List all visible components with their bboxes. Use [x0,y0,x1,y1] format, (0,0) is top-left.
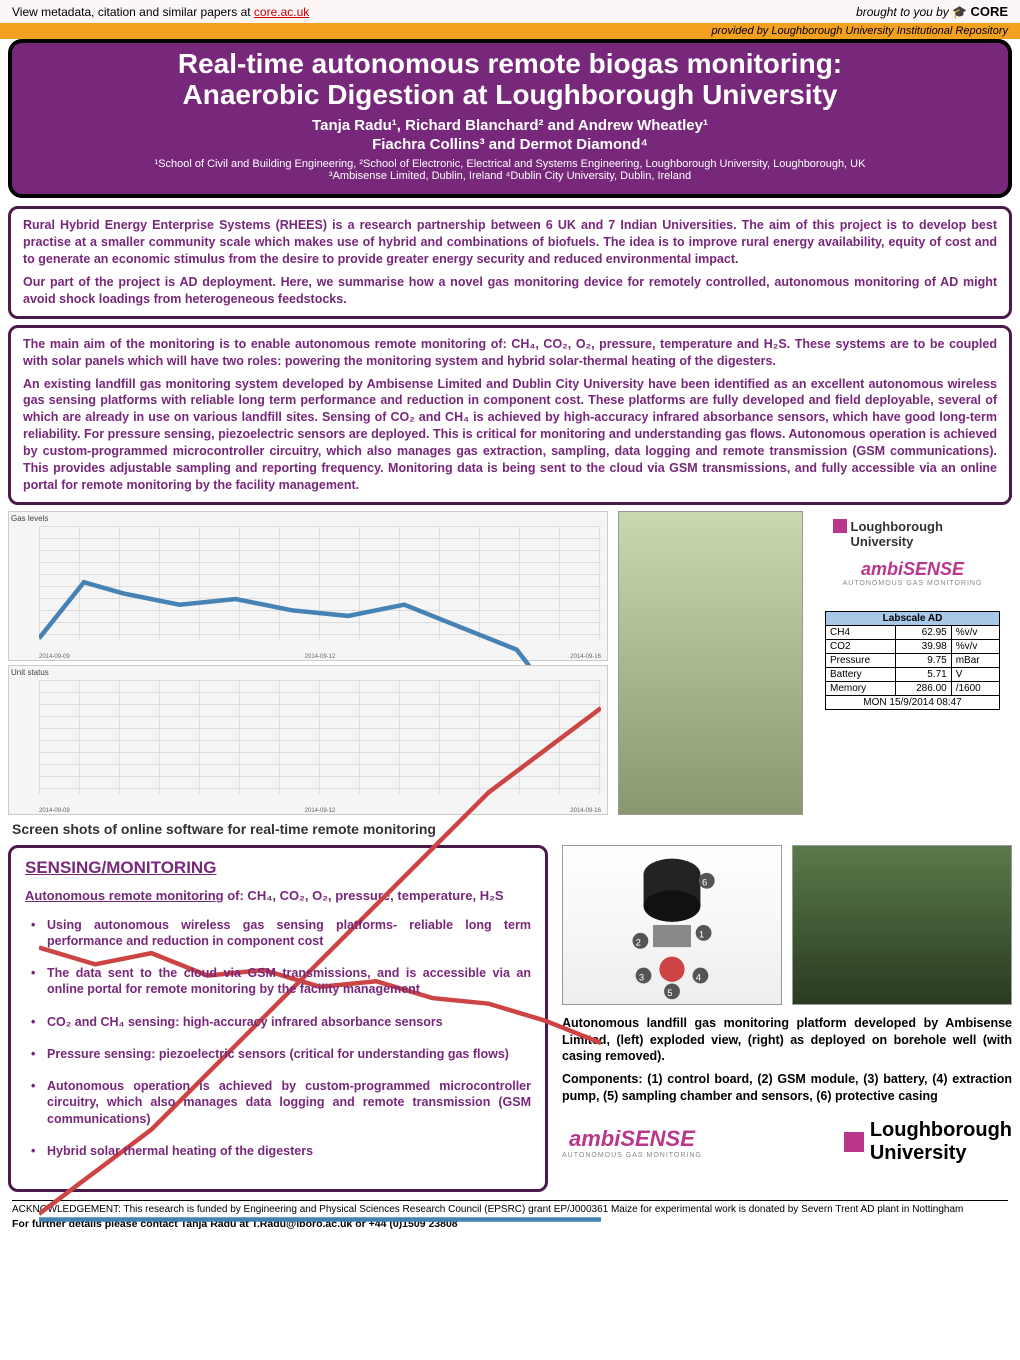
intro-box-2: The main aim of the monitoring is to ena… [8,325,1012,505]
labscale-table: Labscale AD CH462.95%v/v CO239.98%v/v Pr… [825,611,1000,710]
core-attribution: brought to you by 🎓 CORE [856,4,1008,19]
bottom-logo-row: ambiSENSE AUTONOMOUS GAS MONITORING Loug… [562,1119,1012,1165]
lboro-logo-big: LoughboroughUniversity [844,1119,1012,1165]
core-icon: 🎓 [952,5,967,19]
lboro-icon [844,1132,864,1152]
ambisense-logo: ambiSENSE AUTONOMOUS GAS MONITORING [843,559,983,587]
svg-text:4: 4 [696,972,701,983]
title-block: Real-time autonomous remote biogas monit… [8,39,1012,198]
provided-bar: provided by Loughborough University Inst… [0,23,1020,39]
device-exploded-view: 2 1 3 4 5 6 [562,845,782,1005]
aim-p2: An existing landfill gas monitoring syst… [23,376,997,494]
aim-p1: The main aim of the monitoring is to ena… [23,336,997,370]
svg-text:2: 2 [636,937,641,948]
metadata-text: View metadata, citation and similar pape… [12,5,309,19]
title-line2: Anaerobic Digestion at Loughborough Univ… [28,80,992,111]
device-caption-2: Components: (1) control board, (2) GSM m… [562,1071,1012,1105]
core-link[interactable]: core.ac.uk [254,5,309,19]
title-line1: Real-time autonomous remote biogas monit… [28,49,992,80]
lboro-logo: Loughborough University [833,519,993,549]
affil-2: ³Ambisense Limited, Dublin, Ireland ⁴Dub… [28,170,992,182]
sensing-item: Autonomous operation is achieved by cust… [25,1078,531,1127]
unit-status-chart: Unit status 2014-09-092014-09-122014-09-… [8,665,608,815]
svg-text:6: 6 [702,877,707,888]
affil-1: ¹School of Civil and Building Engineerin… [28,157,992,172]
digester-photo [618,511,803,815]
metadata-bar: View metadata, citation and similar pape… [0,0,1020,23]
intro-p2: Our part of the project is AD deployment… [23,274,997,308]
screenshots-row: Gas levels 2014-09-092014-09-122014-09-1… [8,511,1012,815]
sensing-item: Using autonomous wireless gas sensing pl… [25,917,531,950]
svg-text:1: 1 [699,929,704,940]
gas-levels-chart: Gas levels 2014-09-092014-09-122014-09-1… [8,511,608,661]
device-column: 2 1 3 4 5 6 Autonomous landfill gas moni… [562,845,1012,1193]
svg-text:3: 3 [639,972,644,983]
device-caption-1: Autonomous landfill gas monitoring platf… [562,1015,1012,1066]
device-field-photo [792,845,1012,1005]
sensing-item: CO₂ and CH₄ sensing: high-accuracy infra… [25,1014,531,1030]
device-images: 2 1 3 4 5 6 [562,845,1012,1005]
logos-table-col: Loughborough University ambiSENSE AUTONO… [813,511,1012,815]
intro-box-1: Rural Hybrid Energy Enterprise Systems (… [8,206,1012,318]
intro-p1: Rural Hybrid Energy Enterprise Systems (… [23,217,997,268]
sensing-item: Pressure sensing: piezoelectric sensors … [25,1046,531,1062]
authors-2: Fiachra Collins³ and Dermot Diamond⁴ [28,136,992,153]
chart-column: Gas levels 2014-09-092014-09-122014-09-1… [8,511,608,815]
lboro-icon [833,519,847,533]
svg-text:5: 5 [667,988,672,999]
sensing-item: Hybrid solar thermal heating of the dige… [25,1143,531,1159]
authors-1: Tanja Radu¹, Richard Blanchard² and Andr… [28,117,992,134]
sensing-item: The data sent to the cloud via GSM trans… [25,965,531,998]
